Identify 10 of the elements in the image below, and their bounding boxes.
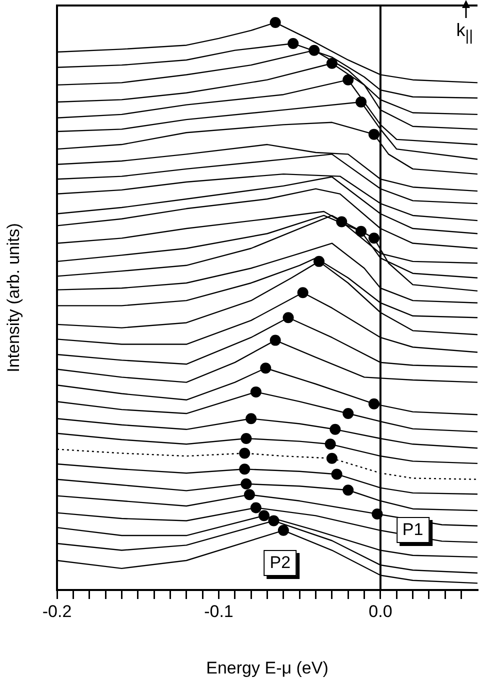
point [239, 448, 250, 459]
point [326, 452, 338, 464]
annotation: P1 [396, 517, 430, 544]
x-axis-title: Energy E-μ (eV) [206, 658, 328, 678]
annotation: P2 [264, 550, 297, 576]
x-tick-label: -0.2 [42, 602, 72, 621]
x-tick-label: -0.1 [204, 602, 234, 621]
y-axis-title: Intensity (arb. units) [4, 223, 23, 372]
annotation: k$_{||}$ [456, 20, 473, 45]
x-tick-label: 0.0 [368, 602, 392, 621]
